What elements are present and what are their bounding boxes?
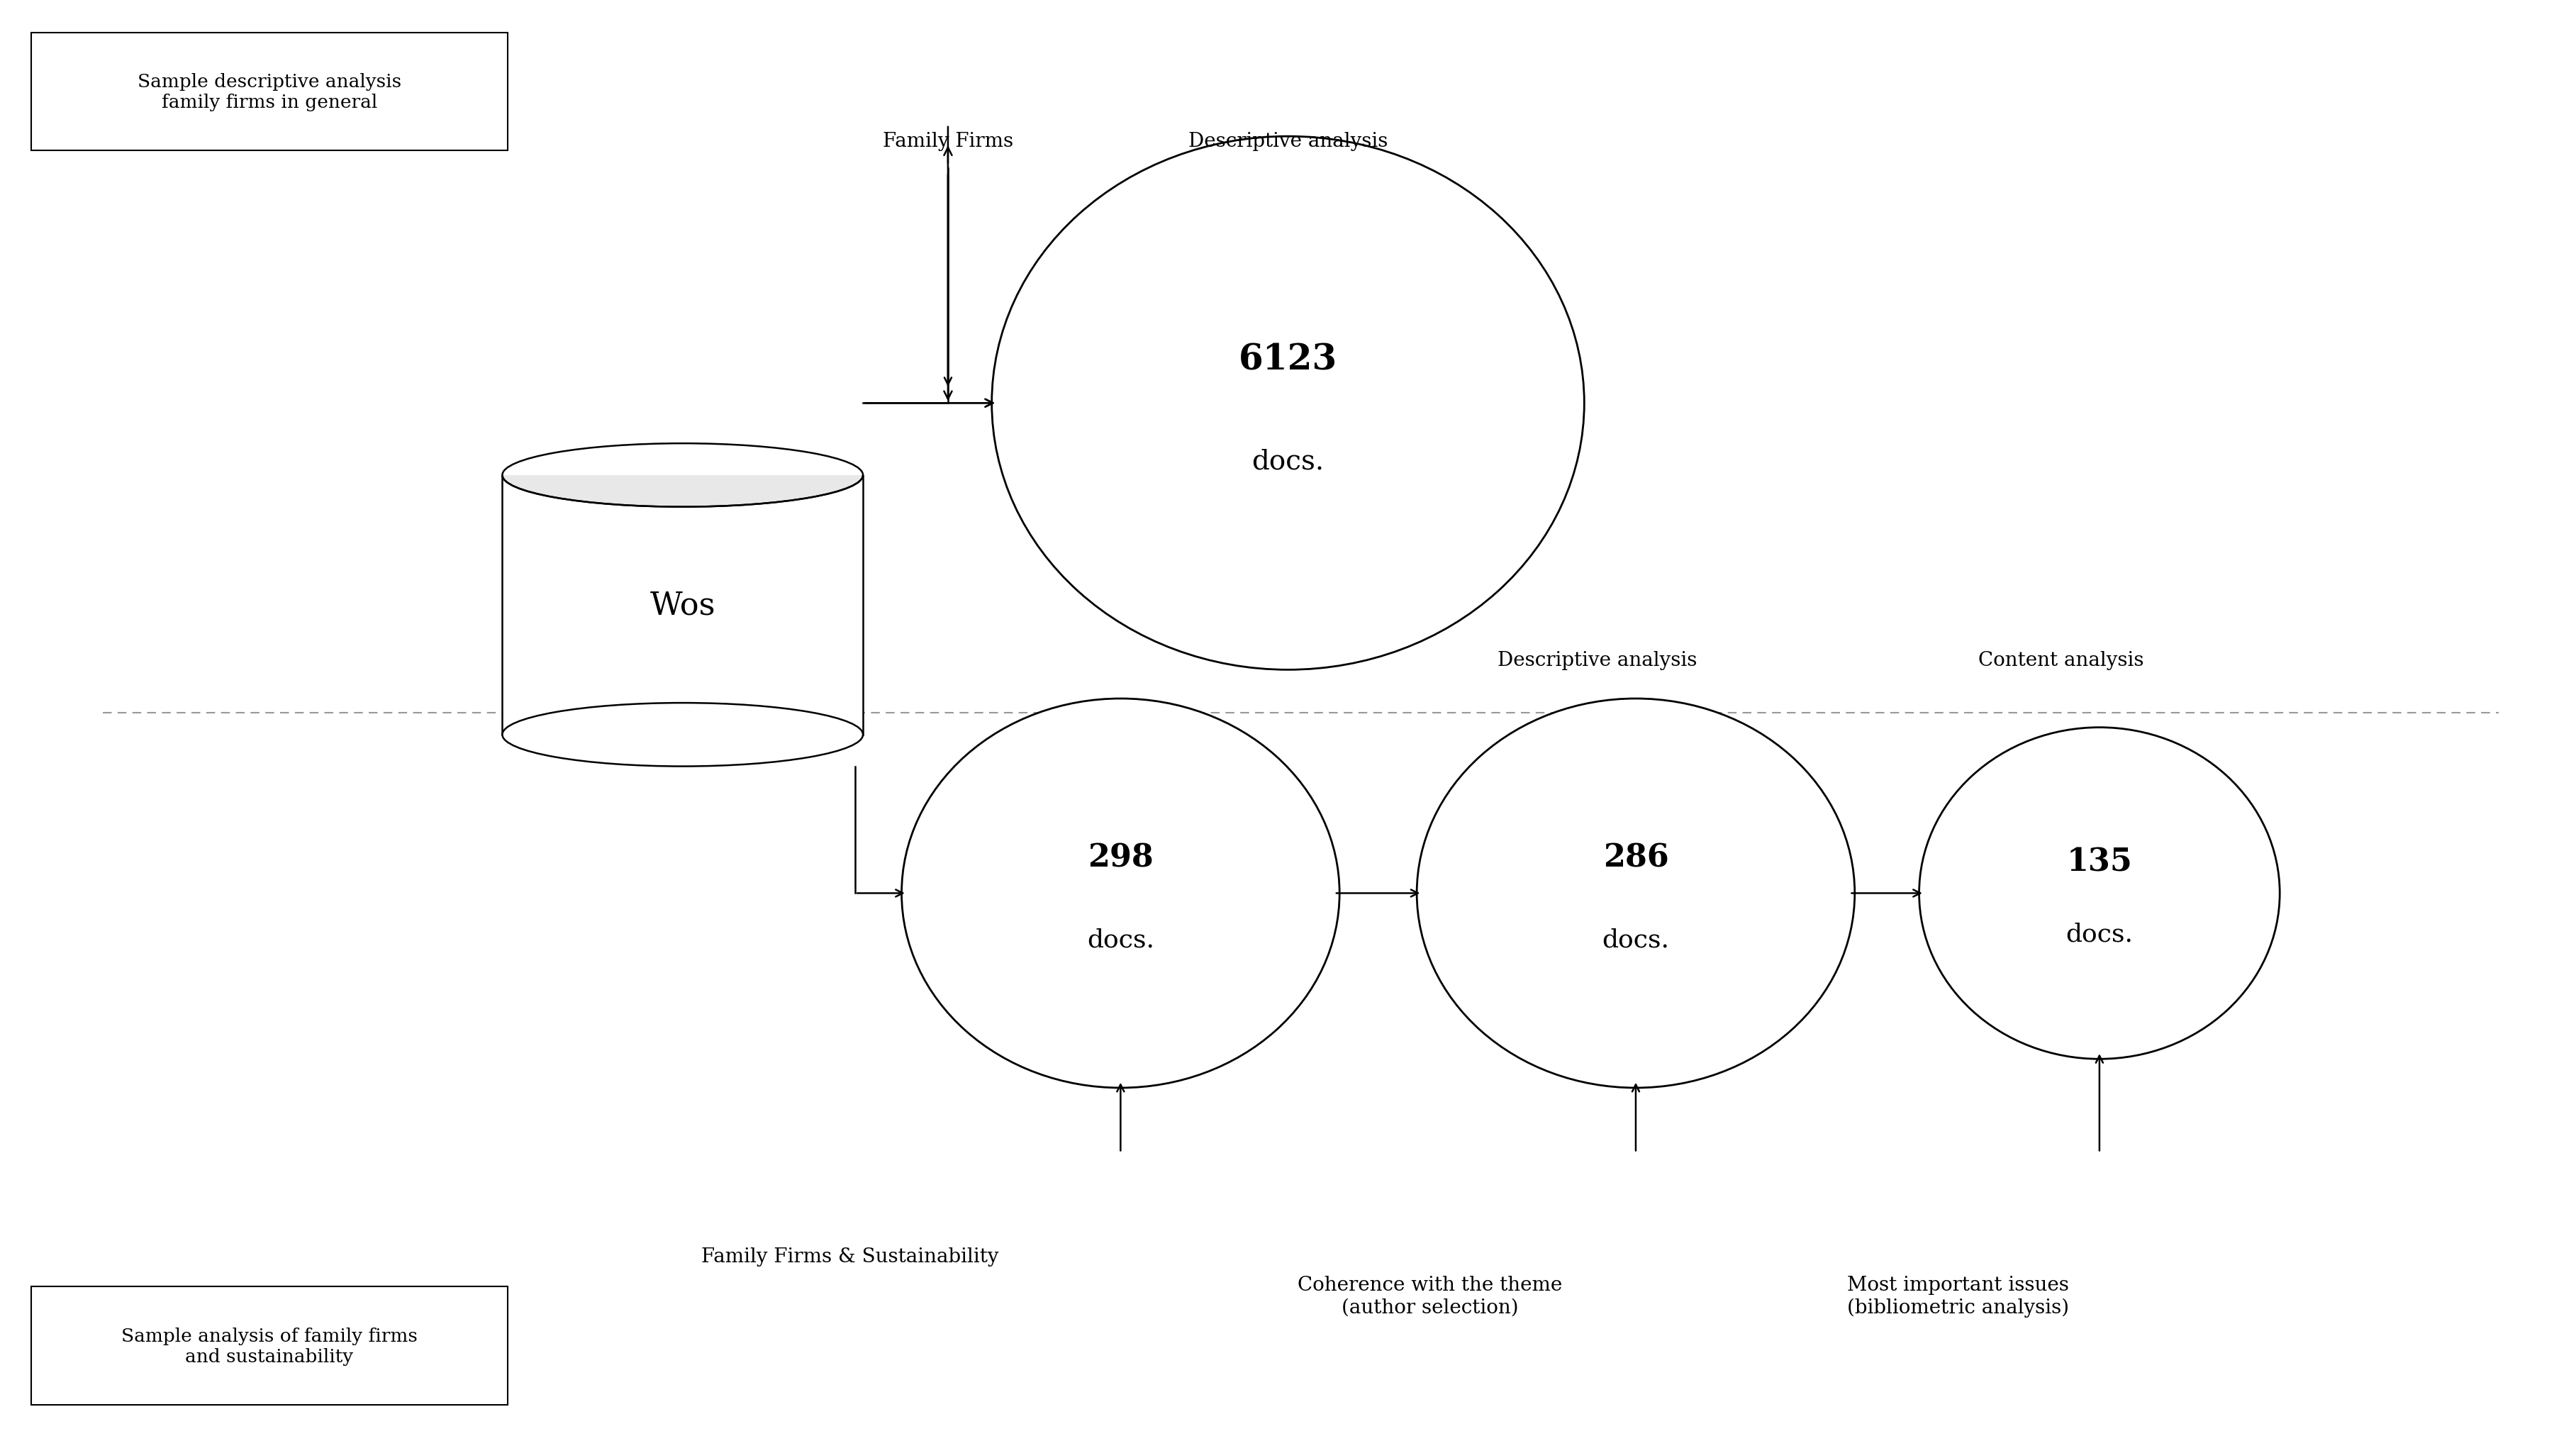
Text: 286: 286 xyxy=(1602,842,1669,873)
Text: docs.: docs. xyxy=(1087,928,1154,951)
Ellipse shape xyxy=(902,699,1340,1088)
Bar xyxy=(497,441,868,476)
Text: docs.: docs. xyxy=(1252,448,1324,474)
Ellipse shape xyxy=(1919,728,2280,1059)
Text: docs.: docs. xyxy=(1602,928,1669,951)
FancyBboxPatch shape xyxy=(31,1287,507,1405)
Ellipse shape xyxy=(1417,699,1855,1088)
Ellipse shape xyxy=(502,703,863,767)
Text: 135: 135 xyxy=(2066,846,2133,878)
Text: Wos: Wos xyxy=(649,589,716,621)
Text: Family Firms: Family Firms xyxy=(884,133,1012,151)
Text: Coherence with the theme
(author selection): Coherence with the theme (author selecti… xyxy=(1298,1275,1561,1317)
Text: Family Firms & Sustainability: Family Firms & Sustainability xyxy=(701,1246,999,1265)
Bar xyxy=(502,476,863,735)
Text: Descriptive analysis: Descriptive analysis xyxy=(1188,133,1388,151)
Text: Descriptive analysis: Descriptive analysis xyxy=(1497,651,1698,670)
Text: Content analysis: Content analysis xyxy=(1978,651,2143,670)
Text: 6123: 6123 xyxy=(1239,343,1337,378)
Text: docs.: docs. xyxy=(2066,922,2133,945)
FancyBboxPatch shape xyxy=(31,33,507,151)
Ellipse shape xyxy=(992,137,1584,670)
Text: Most important issues
(bibliometric analysis): Most important issues (bibliometric anal… xyxy=(1847,1275,2069,1317)
Text: Sample analysis of family firms
and sustainability: Sample analysis of family firms and sust… xyxy=(121,1327,417,1365)
Ellipse shape xyxy=(502,444,863,507)
Text: 298: 298 xyxy=(1087,842,1154,873)
Text: Sample descriptive analysis
family firms in general: Sample descriptive analysis family firms… xyxy=(137,73,402,111)
